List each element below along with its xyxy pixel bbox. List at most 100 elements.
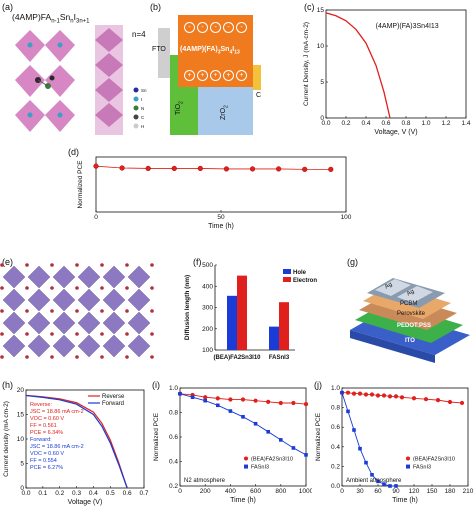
x-tick-label: 210 <box>463 488 474 495</box>
x-tick-label: 100 <box>341 214 352 221</box>
y-tick-label: 1.0 <box>331 385 340 392</box>
octahedron <box>127 288 151 312</box>
organic-atom <box>50 355 54 359</box>
data-point <box>459 400 465 406</box>
plot-frame <box>95 156 347 213</box>
category-label: (BEA)FA2Sn3I10 <box>213 355 261 361</box>
y-tick-label: 10 <box>17 436 25 443</box>
x-tick-label: 0.0 <box>21 490 30 497</box>
charge-minus: - <box>210 22 221 33</box>
octahedron <box>102 334 126 358</box>
organic-atom <box>25 309 29 313</box>
h-annotations: Reverse: JSC = 18.86 mA cm-2 VOC = 0.60 … <box>30 402 84 472</box>
panel-e: (e) <box>0 255 165 365</box>
octahedron <box>77 334 101 358</box>
organic-atom <box>0 332 4 336</box>
y-tick-label: 400 <box>202 283 213 290</box>
organic-atom <box>75 309 79 313</box>
legend-swatch <box>283 269 291 274</box>
octahedra-grid <box>0 263 154 359</box>
legend-marker <box>406 456 410 461</box>
x-tick-label: 0.4 <box>89 490 98 497</box>
legend-marker <box>244 464 248 469</box>
panel-d: (d) 0 50 100 Time (h) Normalized PCE <box>60 145 360 235</box>
x-tick-label: 0 <box>340 488 344 495</box>
y-tick-label: 0.2 <box>169 483 178 490</box>
plot-frame <box>341 387 469 487</box>
legend-sn: Sn <box>141 88 147 93</box>
y-axis-label: Normalized PCE <box>315 412 322 461</box>
octahedron <box>52 288 76 312</box>
compound-label: (4AMP)(FA)3Sn4I13 <box>180 46 240 56</box>
organic-atom <box>50 263 54 267</box>
panel-f: (f) 100 200 300 400 500 (BEA)FA2Sn3I10 FASnI3 H… <box>165 255 340 375</box>
h-forward-title: Forward: <box>30 437 52 443</box>
organic-atom <box>25 332 29 336</box>
charge-minus: - <box>236 22 247 33</box>
h-forward-voc: VOC = 0.60 V <box>30 451 65 457</box>
data-point <box>190 395 195 400</box>
x-tick-label: 120 <box>409 488 420 495</box>
chart-i: 0 200 400 600 800 1000 0.2 0.4 0.6 0.8 1.0 (BEA)FA2… <box>153 385 312 504</box>
panel-a-n-label: n=4 <box>132 30 146 39</box>
data-point <box>388 484 392 488</box>
organic-atom <box>75 286 79 290</box>
legend-label: Electron <box>293 278 317 284</box>
charge-plus: + <box>197 70 208 81</box>
data-point <box>203 398 207 403</box>
organic-atom <box>25 286 29 290</box>
y-axis-label: Normalized PCE <box>153 412 160 461</box>
layer-ito: ITO <box>405 338 415 344</box>
organic-atom <box>100 309 104 313</box>
octahedra-left <box>15 30 75 132</box>
organic-atom <box>50 309 54 313</box>
octahedron <box>27 265 51 289</box>
x-tick-label: 400 <box>225 488 236 495</box>
x-tick-label: 0.3 <box>72 490 81 497</box>
crystal-structure-a <box>15 25 139 135</box>
h-forward-jsc: JSC = 18.86 mA cm-2 <box>30 444 84 450</box>
octahedra-right <box>95 25 123 135</box>
data-point <box>216 403 220 408</box>
legend-marker <box>406 464 410 469</box>
panel-label-f: (f) <box>193 257 202 267</box>
data-point <box>352 428 356 432</box>
data-point <box>197 165 203 172</box>
atom-legend-labels: Sn I N C H <box>141 86 147 131</box>
x-tick-label: 150 <box>427 488 438 495</box>
y-tick-label: 0 <box>320 115 324 122</box>
x-tick-label: 0.5 <box>106 490 115 497</box>
layer-pcbm: PCBM <box>400 301 418 307</box>
panel-label-e: (e) <box>2 257 13 267</box>
legend-label: (BEA)FA2Sn3I10 <box>251 457 293 463</box>
organic-atom <box>125 355 129 359</box>
octahedron <box>77 288 101 312</box>
x-axis-label: Time (h) <box>230 497 256 504</box>
x-axis-label: Voltage (V) <box>68 499 103 506</box>
data-point <box>228 409 233 413</box>
y-tick-label: 0.8 <box>331 405 340 412</box>
chart-c: 0.0 0.2 0.4 0.6 0.8 1.0 1.2 1.4 0 5 10 15 (4AMP)(FA)… <box>303 7 471 136</box>
organic-atom <box>125 309 129 313</box>
x-tick-label: 0 <box>178 488 182 495</box>
chart-d: 0 50 100 Time (h) Normalized PCE <box>77 156 352 230</box>
data-point <box>351 391 357 396</box>
y-tick-label: 0 <box>20 485 24 492</box>
x-tick-label: 1000 <box>299 488 312 495</box>
data-point <box>369 392 375 397</box>
octahedron <box>2 288 26 312</box>
series-line <box>342 392 463 404</box>
x-tick-label: 0 <box>94 214 98 221</box>
panel-g: (g) Ag Ag PCBM Perovskite PEDOT:PSS ITO <box>345 255 474 365</box>
data-point <box>279 438 283 442</box>
organic-atom <box>150 332 154 336</box>
panel-h: (h) 0.0 0.1 0.2 0.3 0.4 0.5 0.6 0.7 0 5 10 15 20 Reve… <box>0 380 150 510</box>
pce-line <box>95 165 331 170</box>
x-tick-label: 0.2 <box>341 120 350 127</box>
data-point <box>278 400 283 406</box>
data-point <box>358 446 362 451</box>
organic-atom <box>25 355 29 359</box>
atmosphere-label: Ambient atmosphere <box>346 478 402 484</box>
y-tick-label: 0.6 <box>331 424 340 431</box>
organic-atom <box>0 309 4 313</box>
